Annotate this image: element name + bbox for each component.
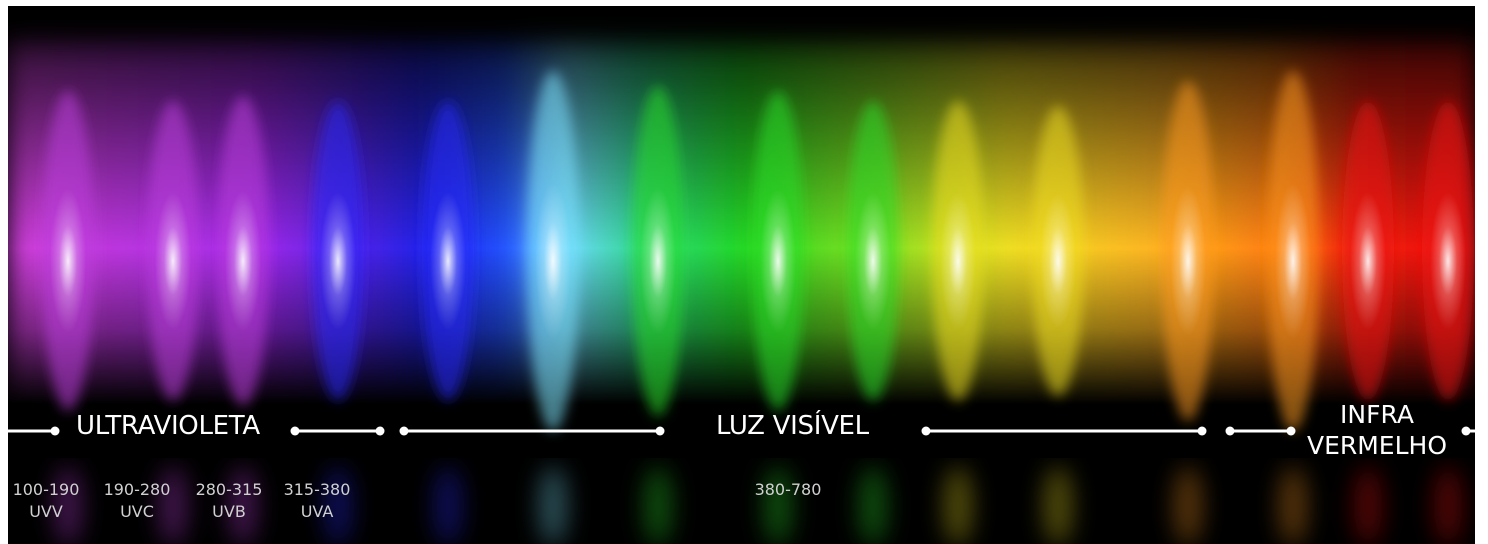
band-range: 280-315 (195, 480, 263, 499)
axis-dot-1-0 (290, 426, 300, 436)
flare-reflection-3 (324, 466, 352, 544)
infrared-line-1: INFRA (1340, 400, 1414, 429)
band-uvv: 100-190 UVV (8, 479, 86, 523)
flare-core-5 (535, 183, 571, 339)
flare-reflection-11 (1174, 466, 1202, 544)
flare-core-8 (855, 192, 891, 330)
flare-core-13 (1350, 192, 1386, 330)
flare-reflection-13 (1354, 466, 1382, 544)
flare-reflection-4 (434, 466, 462, 544)
spectrum-canvas: ULTRAVIOLETA LUZ VISÍVEL INFRA VERMELHO … (8, 6, 1475, 544)
flare-reflection-1 (159, 466, 187, 544)
band-name: UVA (300, 502, 334, 521)
flare-reflection-2 (229, 466, 257, 544)
axis-dot-4-1 (1286, 426, 1296, 436)
band-range: 100-190 (12, 480, 80, 499)
flare-reflection-14 (1434, 466, 1462, 544)
flare-reflection-7 (764, 466, 792, 544)
axis-dot-1-1 (375, 426, 385, 436)
band-range: 315-380 (283, 480, 351, 499)
flare-core-6 (640, 187, 676, 335)
band-range: 380-780 (754, 480, 822, 499)
flare-core-2 (225, 190, 261, 332)
flare-reflection-8 (859, 466, 887, 544)
flare-reflection-12 (1279, 466, 1307, 544)
axis-dot-4-0 (1225, 426, 1235, 436)
scale-axis (8, 426, 1475, 436)
flare-core-9 (940, 192, 976, 330)
band-visible-range: 380-780 (748, 479, 828, 501)
axis-dot-2-1 (655, 426, 665, 436)
band-name: UVB (212, 502, 246, 521)
region-label-visible-light: LUZ VISÍVEL (716, 411, 869, 441)
band-name: UVC (120, 502, 154, 521)
axis-dot-3-0 (921, 426, 931, 436)
axis-dot-5-0 (1461, 426, 1471, 436)
axis-dot-0-1 (50, 426, 60, 436)
spectrum-glow (8, 6, 1475, 544)
flare-reflection-9 (944, 466, 972, 544)
axis-dot-3-1 (1197, 426, 1207, 436)
band-range: 190-280 (103, 480, 171, 499)
flare-core-10 (1040, 193, 1076, 329)
flare-reflection-6 (644, 466, 672, 544)
flare-core-14 (1430, 192, 1466, 330)
band-uvc: 190-280 UVC (97, 479, 177, 523)
flare-core-12 (1275, 183, 1311, 339)
band-uvb: 280-315 UVB (189, 479, 269, 523)
flare-core-3 (320, 192, 356, 330)
flare-reflection-5 (539, 466, 567, 544)
axis-dot-2-0 (399, 426, 409, 436)
flare-core-1 (155, 192, 191, 330)
flare-core-11 (1170, 186, 1206, 336)
flare-core-7 (760, 189, 796, 333)
infrared-line-2: VERMELHO (1306, 431, 1448, 460)
region-label-ultraviolet: ULTRAVIOLETA (76, 411, 260, 441)
band-uva: 315-380 UVA (277, 479, 357, 523)
flare-reflection-0 (54, 466, 82, 544)
band-name: UVV (29, 502, 63, 521)
region-label-infrared: INFRA VERMELHO (1302, 399, 1452, 461)
flare-core-0 (50, 189, 86, 333)
flare-reflection-10 (1044, 466, 1072, 544)
flare-core-4 (430, 192, 466, 330)
